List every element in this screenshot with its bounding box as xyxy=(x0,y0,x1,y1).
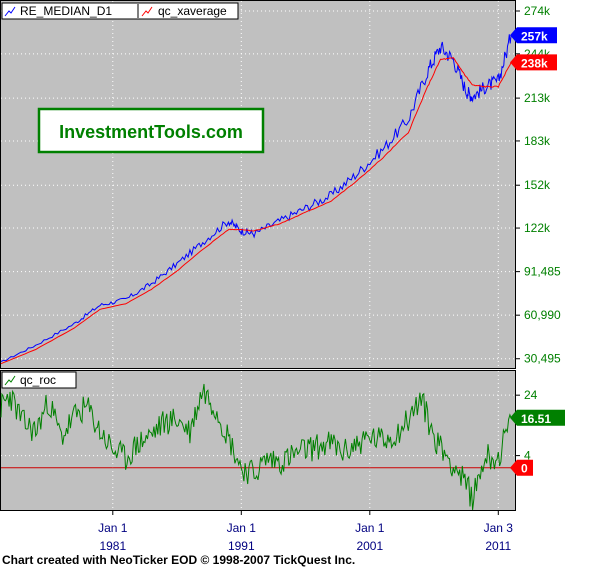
median-last-value-tag: 257k xyxy=(521,29,548,43)
price-tick-label: 152k xyxy=(524,178,551,192)
price-tick-label: 60,990 xyxy=(524,308,561,322)
roc-tick-label: 24 xyxy=(524,388,538,402)
median-last-value-tag-bg xyxy=(510,27,557,44)
zero-value-tag-bg xyxy=(510,459,533,476)
legend-label-roc: qc_roc xyxy=(20,373,56,387)
x-tick-label-top: Jan 1 xyxy=(227,521,257,535)
roc-last-value-tag: 16.51 xyxy=(521,412,551,426)
x-tick-label-top: Jan 1 xyxy=(355,521,385,535)
price-tick-label: 91,485 xyxy=(524,265,561,279)
price-tick-label: 122k xyxy=(524,221,551,235)
roc-panel xyxy=(0,370,516,511)
roc-tick-label: 4 xyxy=(524,449,531,463)
x-tick-label-top: Jan 1 xyxy=(98,521,128,535)
x-tick-label-top: Jan 3 xyxy=(484,521,514,535)
legend-box xyxy=(1,2,239,20)
roc-panel-border xyxy=(0,370,516,511)
line-series-icon xyxy=(4,6,16,17)
chart-footer-credit: Chart created with NeoTicker EOD © 1998-… xyxy=(2,553,356,567)
x-axis: Jan 1 1981 Jan 1 1991 Jan 1 2001 Jan 3 2011 xyxy=(98,511,513,552)
logo-text: InvestmentTools.com xyxy=(59,122,243,142)
price-tick-label: 30,495 xyxy=(524,352,561,366)
line-series-icon xyxy=(141,6,153,17)
x-tick-label-bottom: 2011 xyxy=(485,539,511,552)
price-panel xyxy=(0,0,516,369)
investmenttools-logo: InvestmentTools.com xyxy=(37,107,265,154)
price-panel-border xyxy=(0,0,516,369)
xaverage-last-value-tag: 238k xyxy=(521,56,548,70)
roc-y-axis: 24 4 xyxy=(516,388,538,463)
xaverage-last-value-tag-bg xyxy=(510,54,557,71)
legend-box xyxy=(1,371,77,389)
legend-label-xaverage: qc_xaverage xyxy=(158,4,227,18)
last-value-tags: 257k 238k 16.51 0 xyxy=(510,27,565,476)
roc-legend: qc_roc xyxy=(1,371,77,389)
qc-xaverage-series-line xyxy=(0,57,512,365)
line-series-icon xyxy=(4,375,16,386)
roc-last-value-tag-bg xyxy=(510,409,565,426)
x-tick-label-bottom: 2001 xyxy=(356,539,383,552)
legend-label-median: RE_MEDIAN_D1 xyxy=(20,4,112,18)
x-tick-label-bottom: 1991 xyxy=(228,539,255,552)
price-legend: RE_MEDIAN_D1 qc_xaverage xyxy=(1,2,239,20)
price-tick-label: 183k xyxy=(524,134,551,148)
re-median-series-line xyxy=(0,34,512,363)
x-tick-label-bottom: 1981 xyxy=(99,539,126,552)
qc-roc-series-line xyxy=(0,383,512,511)
price-tick-label: 213k xyxy=(524,91,551,105)
roc-grid xyxy=(1,371,515,510)
price-tick-label: 274k xyxy=(524,4,551,18)
zero-value-tag: 0 xyxy=(521,462,528,476)
stock-chart: 274k244k213k183k152k122k91,48560,99030,4… xyxy=(0,0,565,552)
